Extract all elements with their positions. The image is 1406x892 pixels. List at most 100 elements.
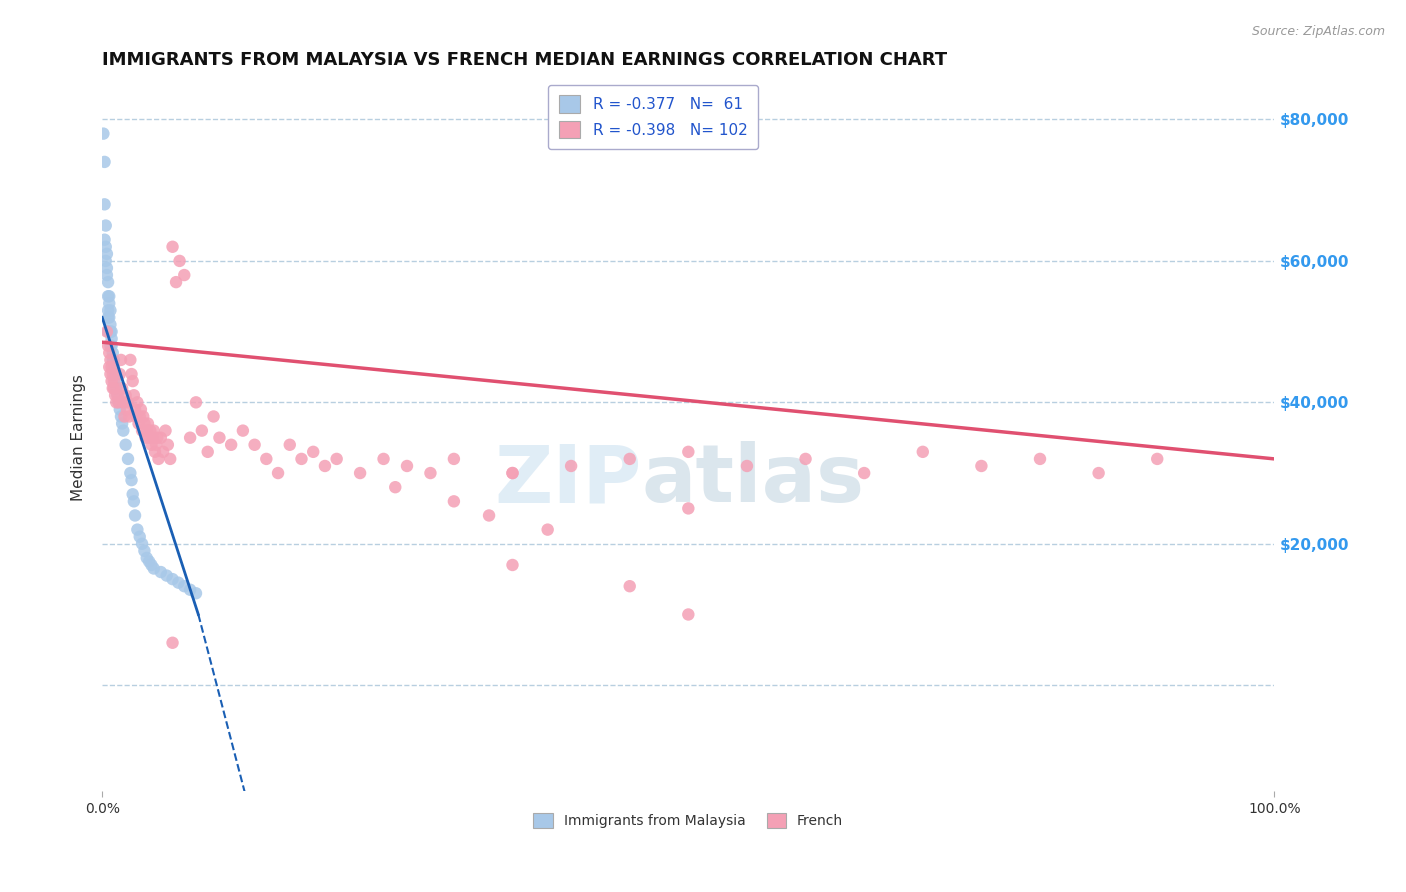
Point	[678, 607, 700, 622]
Point	[156, 438, 179, 452]
Point	[142, 431, 165, 445]
Point	[107, 395, 129, 409]
Point	[502, 466, 524, 480]
Point	[97, 325, 120, 339]
Point	[117, 395, 139, 409]
Point	[121, 487, 143, 501]
Point	[149, 565, 172, 579]
Point	[159, 451, 181, 466]
Point	[278, 438, 301, 452]
Point	[202, 409, 225, 424]
Point	[93, 233, 115, 247]
Point	[156, 568, 179, 582]
Point	[118, 409, 141, 424]
Point	[537, 523, 560, 537]
Point	[122, 388, 145, 402]
Point	[478, 508, 501, 523]
Point	[114, 409, 136, 424]
Point	[121, 374, 143, 388]
Point	[162, 572, 184, 586]
Point	[128, 530, 150, 544]
Point	[100, 339, 122, 353]
Point	[314, 458, 336, 473]
Point	[179, 582, 201, 597]
Point	[349, 466, 371, 480]
Point	[502, 466, 524, 480]
Point	[103, 352, 125, 367]
Point	[302, 445, 325, 459]
Point	[108, 402, 131, 417]
Point	[169, 253, 191, 268]
Point	[138, 554, 160, 568]
Point	[384, 480, 406, 494]
Point	[131, 424, 153, 438]
Point	[111, 417, 134, 431]
Text: ZIP: ZIP	[494, 442, 641, 519]
Text: atlas: atlas	[641, 442, 865, 519]
Point	[111, 381, 134, 395]
Point	[97, 289, 120, 303]
Point	[94, 253, 117, 268]
Point	[128, 417, 150, 431]
Point	[104, 388, 127, 402]
Point	[173, 579, 195, 593]
Point	[107, 395, 129, 409]
Point	[104, 374, 127, 388]
Point	[103, 359, 125, 374]
Point	[254, 451, 277, 466]
Point	[107, 388, 129, 402]
Point	[127, 395, 149, 409]
Point	[148, 451, 170, 466]
Point	[97, 310, 120, 325]
Point	[560, 458, 582, 473]
Point	[101, 352, 124, 367]
Point	[395, 458, 418, 473]
Point	[129, 402, 152, 417]
Point	[103, 374, 125, 388]
Point	[96, 325, 118, 339]
Point	[105, 381, 128, 395]
Point	[162, 240, 184, 254]
Point	[135, 431, 157, 445]
Point	[120, 466, 142, 480]
Point	[155, 424, 177, 438]
Point	[117, 451, 139, 466]
Point	[112, 424, 135, 438]
Point	[152, 445, 174, 459]
Point	[114, 388, 136, 402]
Point	[100, 339, 122, 353]
Point	[267, 466, 290, 480]
Point	[112, 395, 135, 409]
Point	[141, 438, 163, 452]
Point	[100, 367, 122, 381]
Point	[132, 409, 155, 424]
Point	[184, 586, 207, 600]
Point	[100, 352, 122, 367]
Point	[105, 395, 128, 409]
Point	[98, 325, 121, 339]
Point	[853, 466, 876, 480]
Point	[114, 438, 136, 452]
Point	[131, 537, 153, 551]
Point	[120, 352, 142, 367]
Point	[100, 325, 122, 339]
Point	[136, 417, 159, 431]
Point	[124, 402, 146, 417]
Point	[165, 275, 187, 289]
Point	[197, 445, 219, 459]
Point	[443, 451, 465, 466]
Point	[191, 424, 214, 438]
Point	[98, 310, 121, 325]
Y-axis label: Median Earnings: Median Earnings	[72, 375, 86, 501]
Point	[149, 431, 172, 445]
Point	[121, 367, 143, 381]
Point	[290, 451, 312, 466]
Point	[141, 558, 163, 572]
Point	[100, 374, 122, 388]
Point	[146, 431, 169, 445]
Point	[134, 544, 156, 558]
Point	[619, 579, 641, 593]
Point	[100, 332, 122, 346]
Point	[1087, 466, 1109, 480]
Point	[96, 260, 118, 275]
